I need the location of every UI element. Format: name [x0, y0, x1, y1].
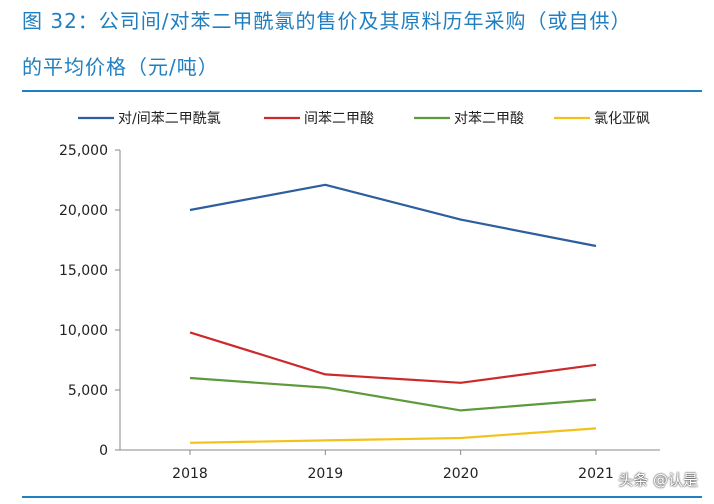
x-tick-label: 2020	[443, 466, 479, 482]
x-tick-label: 2019	[308, 466, 344, 482]
legend-label-3: 对苯二甲酸	[454, 110, 524, 127]
series-line-2	[189, 331, 597, 384]
legend-label-1: 对/间苯二甲酰氯	[118, 110, 221, 127]
figure-title-line-1: 图 32：公司间/对苯二甲酰氯的售价及其原料历年采购（或自供）	[22, 9, 632, 33]
legend-label-4: 氯化亚砜	[594, 111, 650, 127]
watermark: 头条 @认是	[618, 471, 698, 489]
bottom-divider	[22, 496, 702, 498]
y-tick-label: 10,000	[59, 323, 108, 339]
series-line-3	[189, 376, 597, 412]
series-line-4	[189, 427, 597, 444]
y-tick-label: 25,000	[59, 143, 108, 159]
figure-title-line-2: 的平均价格（元/吨）	[22, 55, 219, 79]
series-line-1	[189, 183, 597, 248]
x-tick-label: 2018	[172, 466, 208, 482]
y-tick-label: 5,000	[68, 383, 108, 399]
y-tick-label: 20,000	[59, 203, 108, 219]
y-tick-label: 15,000	[59, 263, 108, 279]
x-tick-label: 2021	[578, 466, 614, 482]
legend-label-2: 间苯二甲酸	[304, 110, 374, 127]
y-tick-label: 0	[99, 443, 108, 459]
title-divider	[22, 90, 702, 92]
